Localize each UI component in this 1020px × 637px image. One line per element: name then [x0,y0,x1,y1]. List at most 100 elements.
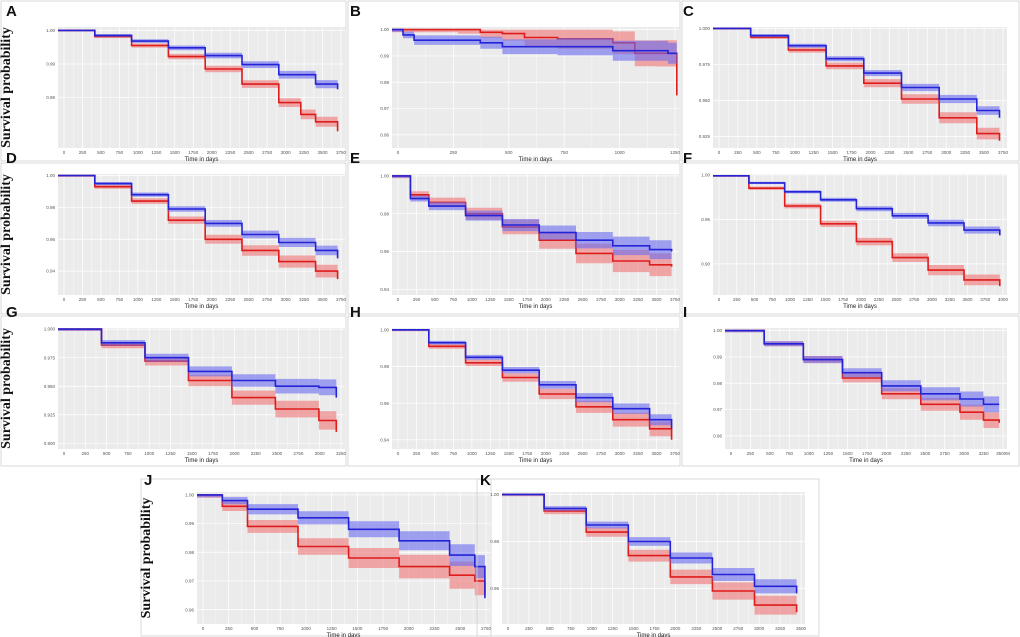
x-tick-label: 2750 [262,150,273,155]
y-tick-label: 0.900 [44,441,56,446]
x-tick-label: 750 [450,297,458,302]
x-tick-label: 1250 [327,626,338,631]
x-tick-label: 3750 [670,451,681,456]
plot-area [713,174,1001,292]
y-tick-label: 0.98 [185,550,194,555]
y-axis-label: Survival probability [0,328,14,449]
x-tick-label: 250 [82,451,90,456]
plot-area [58,29,339,137]
y-tick-label: 0.97 [380,106,389,111]
x-tick-label: 2500 [891,297,902,302]
y-tick-label: 0.950 [699,98,711,103]
y-tick-label: 0.96 [713,433,722,438]
x-tick-label: 2250 [430,626,441,631]
panel-border [140,478,492,637]
plot-background [392,174,679,295]
panel-letter: B [350,3,361,20]
x-tick-label: 1250 [823,451,834,456]
panel-border [0,162,347,315]
x-tick-label: 3000 [281,150,292,155]
x-tick-label: 0 [397,297,400,302]
y-tick-label: 0.94 [380,437,389,442]
x-tick-label: 750 [560,150,568,155]
plot-area [197,494,486,610]
panel-letter: A [6,3,17,20]
x-tick-label: 1250 [809,150,820,155]
y-tick-label: 0.98 [46,205,55,210]
ci-band-red [197,494,485,610]
x-tick-label: 750 [567,626,575,631]
x-tick-label: 1500 [843,451,854,456]
x-tick-label: 2500 [578,297,589,302]
y-tick-label: 1.00 [380,327,389,332]
x-tick-label: 2250 [251,451,262,456]
x-tick-label: 3000 [281,297,292,302]
x-tick-label: 3000 [615,297,626,302]
x-tick-label: 750 [772,150,780,155]
x-tick-label: 3250 [633,451,644,456]
plot-area [392,28,678,109]
x-tick-label: 4000 [998,297,1009,302]
y-tick-label: 1.000 [699,26,711,31]
panel-letter: D [6,150,17,167]
x-tick-label: 2750 [909,297,920,302]
panel-letter: G [6,304,18,321]
x-tick-label: 1750 [838,297,849,302]
ci-band-blue [725,330,1000,413]
y-tick-label: 0.98 [380,80,389,85]
x-tick-label: 2750 [596,451,607,456]
y-tick-label: 0.96 [490,586,499,591]
y-tick-label: 0.99 [380,54,389,59]
x-tick-label: 750 [768,297,776,302]
y-tick-label: 0.97 [185,579,194,584]
x-tick-label: 1250 [670,150,681,155]
x-tick-label: 2500 [712,626,723,631]
x-tick-label: 2750 [733,626,744,631]
panel-a: 0 250 500 750 1000 1250 1500 1750 2000 2250 2500 27… [0,0,347,163]
x-tick-label: 0 [397,150,400,155]
x-tick-label: 3250 [945,297,956,302]
x-tick-label: 3000 [315,451,326,456]
x-tick-label: 1500 [504,297,515,302]
x-tick-label: 1500 [629,626,640,631]
panel-letter: J [144,472,152,489]
x-tick-label: 3250 [775,626,786,631]
x-tick-label: 2750 [481,626,492,631]
x-tick-label: 3750 [670,297,681,302]
x-tick-label: 0 [202,626,205,631]
x-tick-label: 0 [63,451,66,456]
x-tick-label: 2500 [244,297,255,302]
x-tick-label: 2750 [262,297,273,302]
x-tick-label: 3250 [960,150,971,155]
x-tick-label: 1500 [170,150,181,155]
x-tick-label: 3000 [927,297,938,302]
x-tick-label: 500 [251,626,259,631]
survival-curve-blue [713,27,1001,118]
y-tick-label: 0.98 [380,211,389,216]
ci-band-blue [58,329,337,406]
panel-i: 0 250 500 750 1000 1250 1500 1750 2000 2250 2500 27… [681,304,1020,467]
x-tick-label: 2000 [881,451,892,456]
x-tick-label: 2500 [272,451,283,456]
x-tick-label: 2250 [884,150,895,155]
x-tick-label: 750 [450,451,458,456]
y-tick-label: 1.00 [701,172,710,177]
y-tick-label: 0.96 [380,401,389,406]
ci-band-red [725,330,1000,431]
x-tick-label: 3500 [652,451,663,456]
y-axis-label: Survival probability [0,27,14,148]
y-tick-label: 0.97 [713,407,722,412]
plot-area [58,174,339,286]
y-tick-label: 1.00 [185,492,194,497]
panel-d: 0 250 500 750 1000 1250 1500 1750 2000 2250 2500 27… [0,150,347,315]
x-tick-label: 1750 [188,150,199,155]
x-tick-label: 3250 [299,150,310,155]
x-tick-label: 0 [397,451,400,456]
x-tick-label: 1500 [187,451,198,456]
x-tick-label: 2000 [207,150,218,155]
y-tick-label: 0.96 [185,607,194,612]
y-tick-label: 1.00 [380,173,389,178]
survival-curve-blue [58,174,339,259]
x-tick-label: 3000 [615,451,626,456]
panel-b: 0 250 500 750 1000 1250 1.00 0.99 0.98 0.97 0.96 Ti… [347,0,681,163]
